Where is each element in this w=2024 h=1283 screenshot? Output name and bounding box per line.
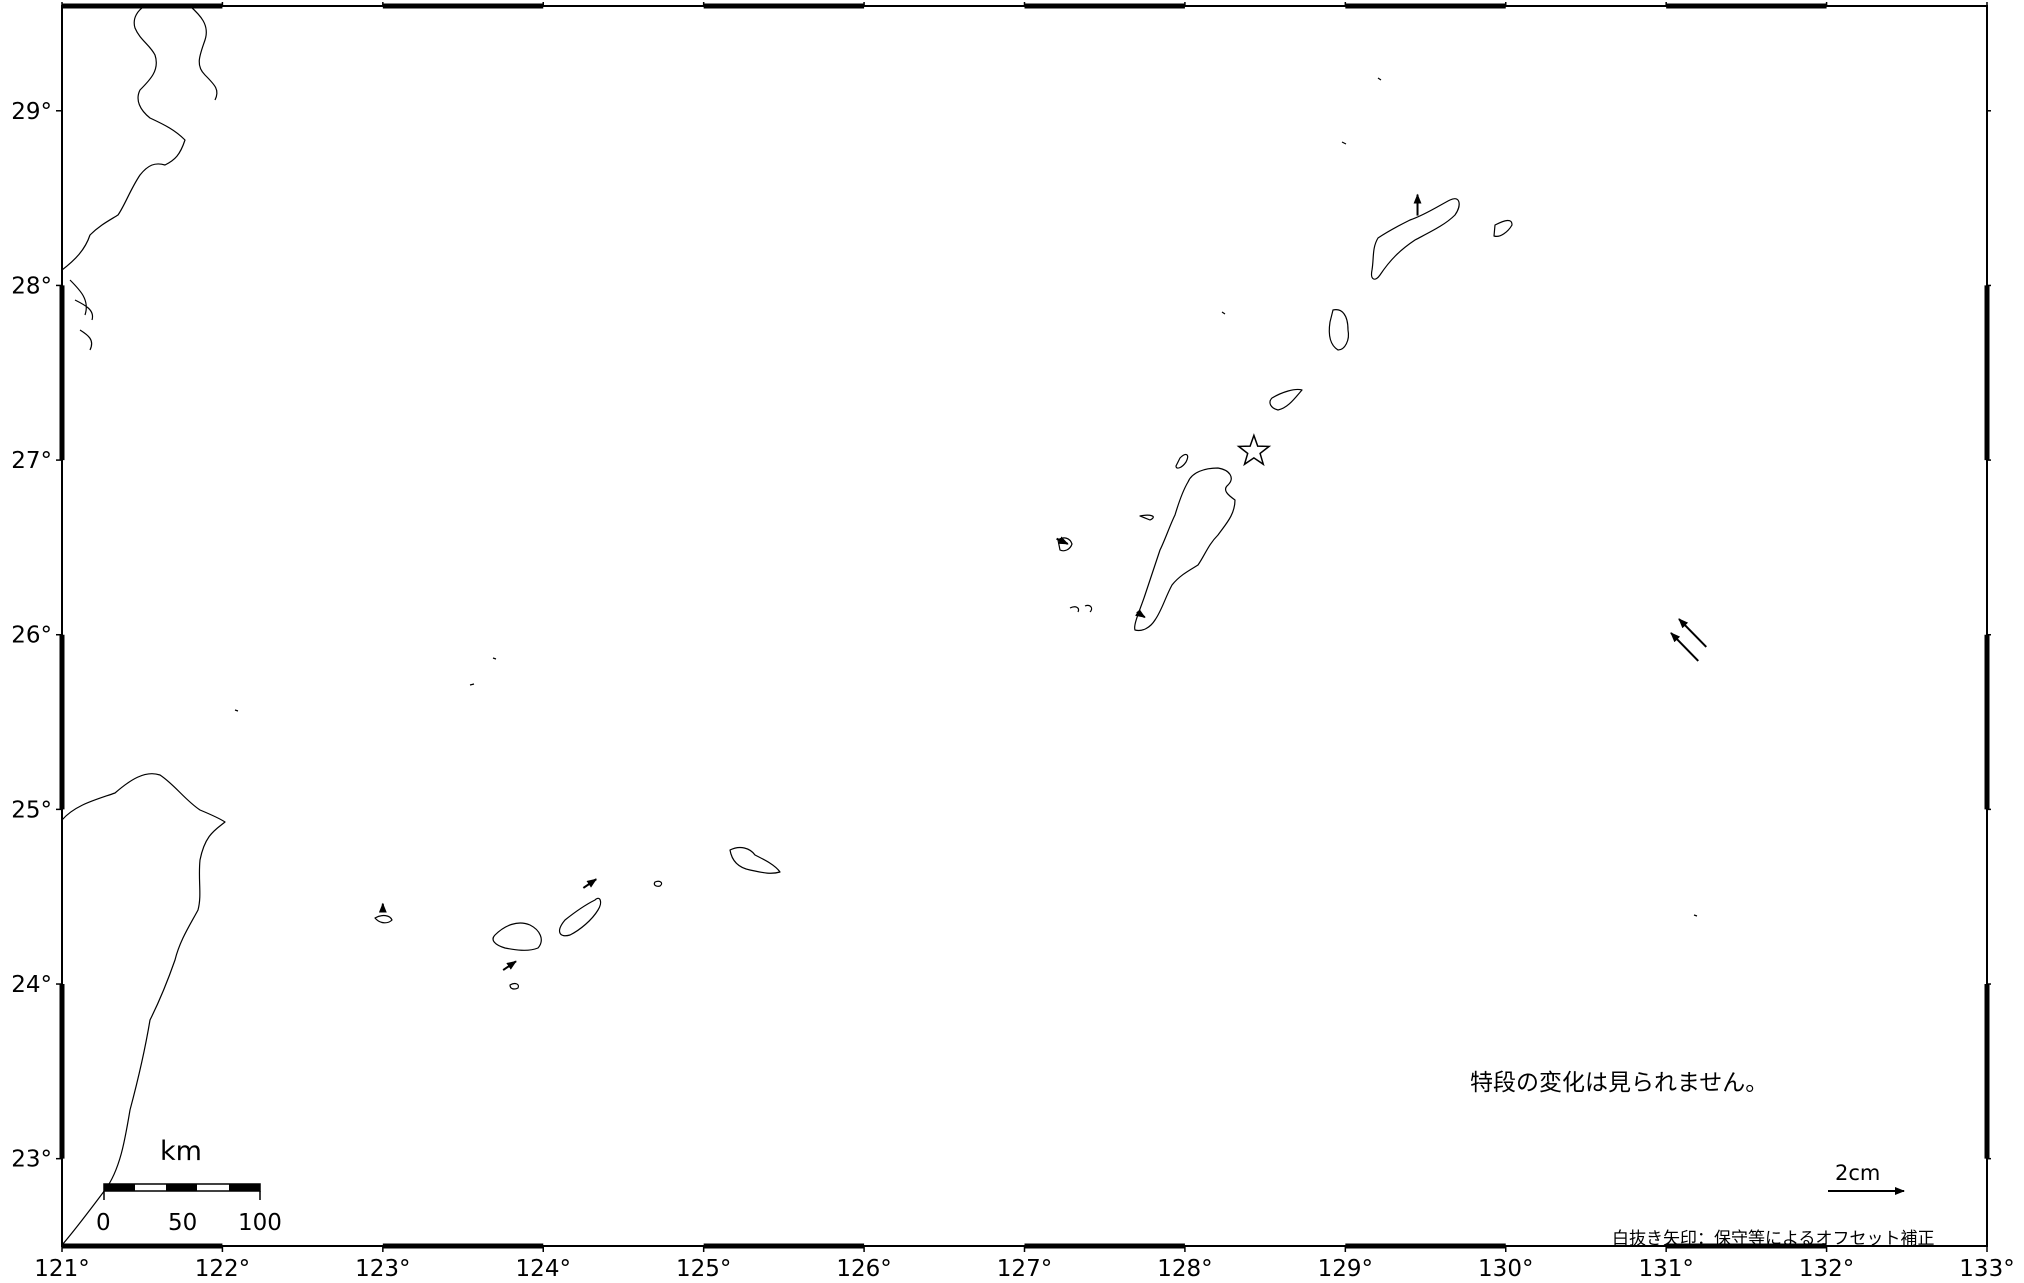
ishigaki-island <box>558 897 602 937</box>
star-icon <box>1236 433 1272 467</box>
hateruma-island <box>509 982 520 990</box>
lon-tick-label: 128° <box>1157 1256 1212 1282</box>
lat-tick-label: 28° <box>11 273 52 299</box>
latitude-labels: 23° 24° 25° 26° 27° 28° 29° <box>11 99 52 1173</box>
lon-tick-label: 129° <box>1318 1256 1373 1282</box>
displacement-arrow <box>582 878 598 889</box>
tokunoshima-island <box>1328 309 1350 351</box>
vector-scale-label: 2cm <box>1835 1161 1880 1185</box>
displacement-vectors <box>378 193 1707 971</box>
lon-tick-label: 132° <box>1799 1256 1854 1282</box>
miyako-island <box>729 846 781 874</box>
iriomote-island <box>492 922 542 951</box>
lat-tick-label: 24° <box>11 972 52 998</box>
lat-tick-label: 26° <box>11 623 52 649</box>
china-coast-2 <box>189 5 218 101</box>
yonaguni-island <box>374 914 393 924</box>
lon-tick-label: 121° <box>34 1256 89 1282</box>
scale-label-50: 50 <box>168 1210 197 1236</box>
china-coast <box>61 5 186 271</box>
vector-scale: 2cm <box>1828 1161 1905 1195</box>
displacement-arrow <box>502 960 517 971</box>
frame-ticks <box>56 2 1991 1252</box>
lat-tick-label: 29° <box>11 99 52 125</box>
okinoerabu-island <box>1269 388 1303 411</box>
taiwan-coast <box>61 773 226 1246</box>
lat-tick-label: 25° <box>11 797 52 823</box>
tarama-island <box>653 880 663 887</box>
amami-island <box>1370 198 1460 280</box>
daito-island <box>1693 914 1698 917</box>
small-north-islets <box>1221 5 1444 315</box>
epicenter-star <box>1236 433 1272 467</box>
lon-tick-label: 122° <box>195 1256 250 1282</box>
lon-tick-label: 133° <box>1959 1256 2014 1282</box>
kikai-island <box>1493 219 1513 237</box>
no-change-note: 特段の変化は見られません。 <box>1470 1070 1768 1096</box>
lat-tick-label: 23° <box>11 1147 52 1173</box>
scale-label-0: 0 <box>96 1210 111 1236</box>
offset-correction-note: 白抜き矢印：保守等によるオフセット補正 <box>1612 1229 1935 1249</box>
lon-tick-label: 131° <box>1638 1256 1693 1282</box>
displacement-arrow <box>1135 608 1146 619</box>
displacement-arrow <box>1678 618 1707 648</box>
map-frame <box>61 5 1988 1247</box>
okinawa-island <box>1134 467 1236 632</box>
lon-tick-label: 123° <box>355 1256 410 1282</box>
distance-scale-bar: km 0 50 100 <box>96 1136 282 1236</box>
coastlines <box>61 5 1698 1246</box>
scale-unit: km <box>160 1136 202 1167</box>
scale-label-100: 100 <box>238 1210 282 1236</box>
china-islands <box>69 279 94 351</box>
kerama-islands <box>1069 604 1093 613</box>
lon-tick-label: 126° <box>836 1256 891 1282</box>
iheya-island <box>1175 453 1189 469</box>
tonaki-island <box>1139 514 1154 521</box>
lon-tick-label: 130° <box>1478 1256 1533 1282</box>
longitude-labels: 121° 122° 123° 124° 125° 126° 127° 128° 129° 130°… <box>34 1256 2014 1282</box>
displacement-arrow <box>1670 632 1699 662</box>
lon-tick-label: 125° <box>676 1256 731 1282</box>
displacement-arrow <box>1056 536 1069 545</box>
senkaku-islets <box>234 657 497 712</box>
lat-tick-label: 27° <box>11 448 52 474</box>
lon-tick-label: 124° <box>516 1256 571 1282</box>
lon-tick-label: 127° <box>997 1256 1052 1282</box>
